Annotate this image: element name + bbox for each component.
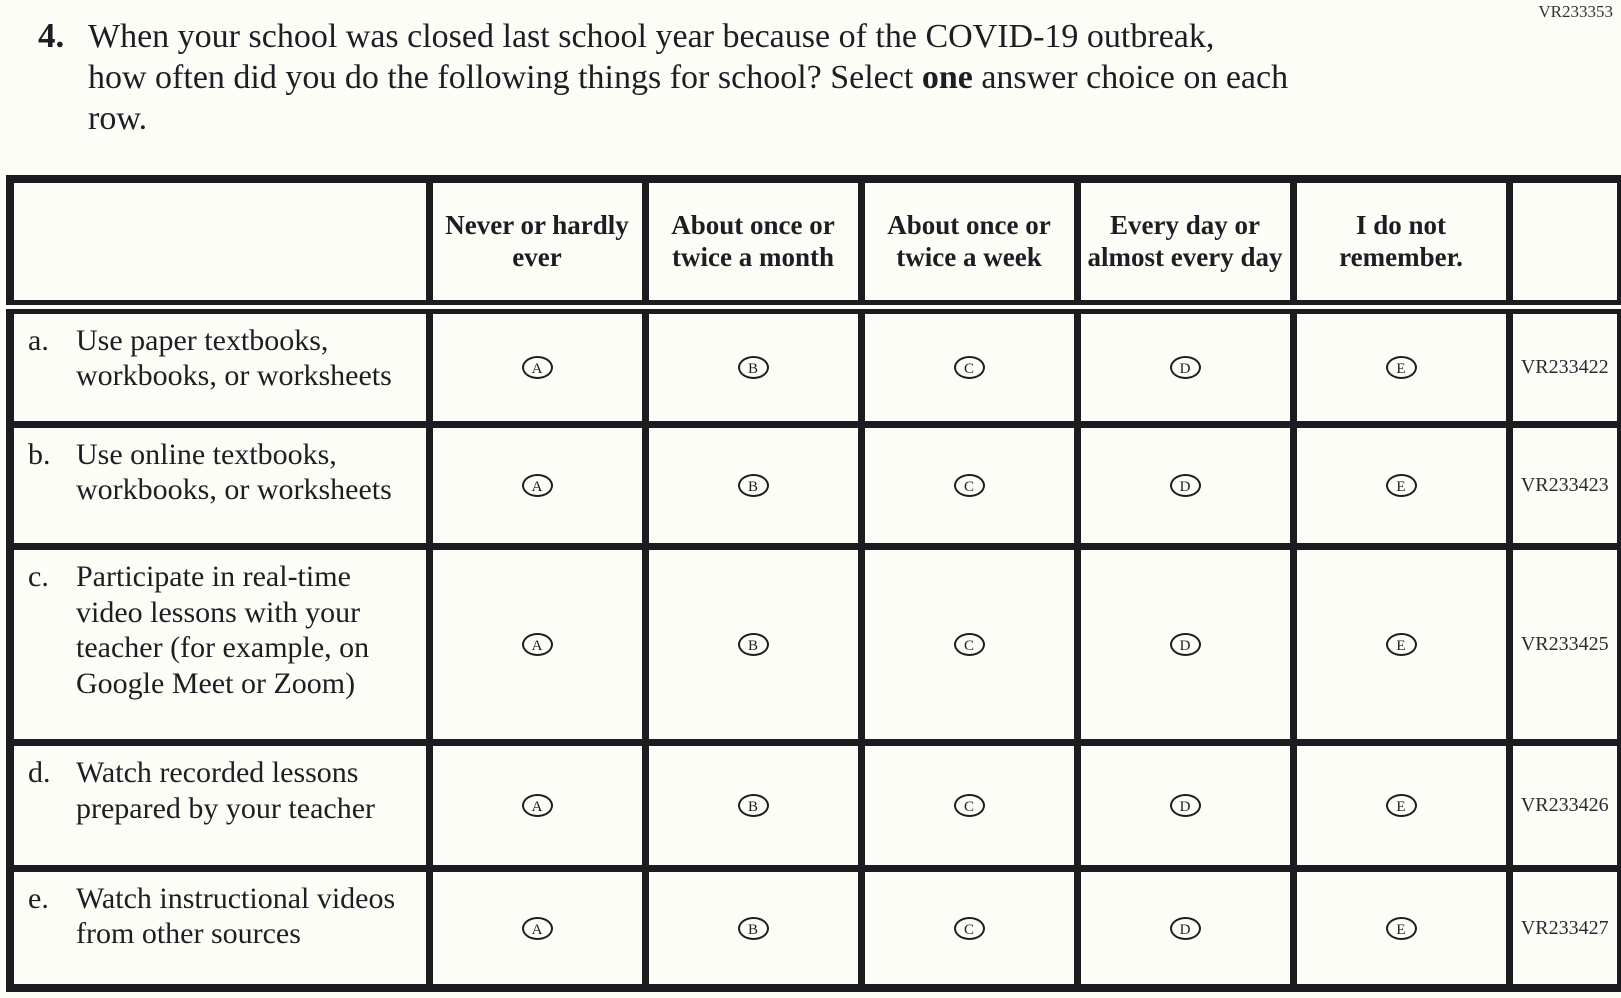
cell-a-month: B: [641, 303, 865, 428]
question-line-3: row.: [88, 100, 148, 137]
answer-bubble-e-B[interactable]: B: [737, 916, 769, 940]
cell-b-never: A: [425, 420, 649, 551]
question-line-2-bold: one: [921, 59, 973, 96]
answer-bubble-e-D[interactable]: D: [1169, 916, 1201, 940]
item-label-a: a. Use paper textbooks, workbooks, or wo…: [6, 303, 433, 428]
header-once-twice-month: About once or twice a month: [641, 175, 865, 314]
cell-e-never: A: [425, 865, 649, 992]
cell-c-noremember: E: [1289, 543, 1513, 747]
cell-d-never: A: [425, 739, 649, 873]
header-every-day: Every day or almost every day: [1073, 175, 1297, 314]
question-text: When your school was closed last school …: [88, 16, 1488, 139]
cell-c-everyday: D: [1073, 543, 1297, 747]
question-line-2: how often did you do the following thing…: [88, 57, 1488, 98]
header-item-blank: [6, 175, 433, 314]
answer-bubble-a-A[interactable]: A: [521, 355, 553, 379]
table-row-e: e. Watch instructional videos from other…: [6, 865, 1621, 992]
cell-c-never: A: [425, 543, 649, 747]
answer-bubble-a-C[interactable]: C: [953, 355, 985, 379]
item-code-a: VR233422: [1505, 303, 1621, 428]
header-once-twice-week: About once or twice a week: [857, 175, 1081, 314]
answer-bubble-b-B[interactable]: B: [737, 474, 769, 498]
row-letter-a: a.: [28, 324, 49, 357]
header-code-blank: [1505, 175, 1621, 314]
cell-b-month: B: [641, 420, 865, 551]
cell-b-week: C: [857, 420, 1081, 551]
item-label-d: d. Watch recorded lessons prepared by yo…: [6, 739, 433, 873]
answer-bubble-c-E[interactable]: E: [1385, 633, 1417, 657]
question-line-2-post: answer choice on each: [972, 59, 1289, 96]
answer-bubble-c-B[interactable]: B: [737, 633, 769, 657]
answer-bubble-d-C[interactable]: C: [953, 794, 985, 818]
item-code-e: VR233427: [1505, 865, 1621, 992]
cell-c-month: B: [641, 543, 865, 747]
answer-bubble-b-A[interactable]: A: [521, 474, 553, 498]
answer-bubble-d-A[interactable]: A: [521, 794, 553, 818]
form-code: VR233353: [1538, 2, 1613, 21]
row-letter-d: d.: [28, 756, 51, 790]
cell-a-everyday: D: [1073, 303, 1297, 428]
question-line-1: When your school was closed last school …: [88, 18, 1215, 55]
row-text-c: Participate in real-time video lessons w…: [76, 560, 370, 700]
answer-bubble-c-D[interactable]: D: [1169, 633, 1201, 657]
answer-bubble-a-E[interactable]: E: [1385, 355, 1417, 379]
row-text-e: Watch instructional videos from other so…: [76, 882, 396, 951]
item-code-c: VR233425: [1505, 543, 1621, 747]
cell-e-noremember: E: [1289, 865, 1513, 992]
item-label-b: b. Use online textbooks, workbooks, or w…: [6, 420, 433, 551]
response-grid: Never or hardly ever About once or twice…: [6, 175, 1621, 992]
row-text-b: Use online textbooks, workbooks, or work…: [76, 437, 392, 507]
item-label-c: c. Participate in real-time video lesson…: [6, 543, 433, 747]
answer-bubble-c-A[interactable]: A: [521, 633, 553, 657]
cell-d-month: B: [641, 739, 865, 873]
answer-bubble-c-C[interactable]: C: [953, 633, 985, 657]
cell-b-noremember: E: [1289, 420, 1513, 551]
cell-d-noremember: E: [1289, 739, 1513, 873]
answer-bubble-e-C[interactable]: C: [953, 916, 985, 940]
answer-bubble-d-B[interactable]: B: [737, 794, 769, 818]
header-do-not-remember: I do not remember.: [1289, 175, 1513, 314]
answer-bubble-a-D[interactable]: D: [1169, 355, 1201, 379]
question-number: 4.: [38, 16, 65, 55]
table-row-d: d. Watch recorded lessons prepared by yo…: [6, 739, 1621, 873]
row-letter-c: c.: [28, 560, 49, 594]
row-letter-e: e.: [28, 882, 49, 916]
answer-bubble-e-A[interactable]: A: [521, 916, 553, 940]
item-label-e: e. Watch instructional videos from other…: [6, 865, 433, 992]
question-line-2-pre: how often did you do the following thing…: [88, 59, 922, 96]
answer-bubble-b-E[interactable]: E: [1385, 474, 1417, 498]
item-code-b: VR233423: [1505, 420, 1621, 551]
cell-e-month: B: [641, 865, 865, 992]
row-letter-b: b.: [28, 437, 51, 471]
table-row-c: c. Participate in real-time video lesson…: [6, 543, 1621, 747]
row-text-d: Watch recorded lessons prepared by your …: [76, 756, 376, 825]
answer-bubble-d-D[interactable]: D: [1169, 794, 1201, 818]
answer-bubble-b-D[interactable]: D: [1169, 474, 1201, 498]
answer-bubble-d-E[interactable]: E: [1385, 794, 1417, 818]
cell-a-never: A: [425, 303, 649, 428]
cell-e-everyday: D: [1073, 865, 1297, 992]
answer-bubble-e-E[interactable]: E: [1385, 916, 1417, 940]
answer-bubble-b-C[interactable]: C: [953, 474, 985, 498]
cell-a-noremember: E: [1289, 303, 1513, 428]
cell-c-week: C: [857, 543, 1081, 747]
header-row: Never or hardly ever About once or twice…: [6, 175, 1621, 314]
table-row-b: b. Use online textbooks, workbooks, or w…: [6, 420, 1621, 551]
item-code-d: VR233426: [1505, 739, 1621, 873]
cell-e-week: C: [857, 865, 1081, 992]
answer-bubble-a-B[interactable]: B: [737, 355, 769, 379]
row-text-a: Use paper textbooks, workbooks, or works…: [76, 324, 392, 393]
cell-d-week: C: [857, 739, 1081, 873]
cell-b-everyday: D: [1073, 420, 1297, 551]
cell-a-week: C: [857, 303, 1081, 428]
table-row-a: a. Use paper textbooks, workbooks, or wo…: [6, 303, 1621, 428]
header-never: Never or hardly ever: [425, 175, 649, 314]
cell-d-everyday: D: [1073, 739, 1297, 873]
